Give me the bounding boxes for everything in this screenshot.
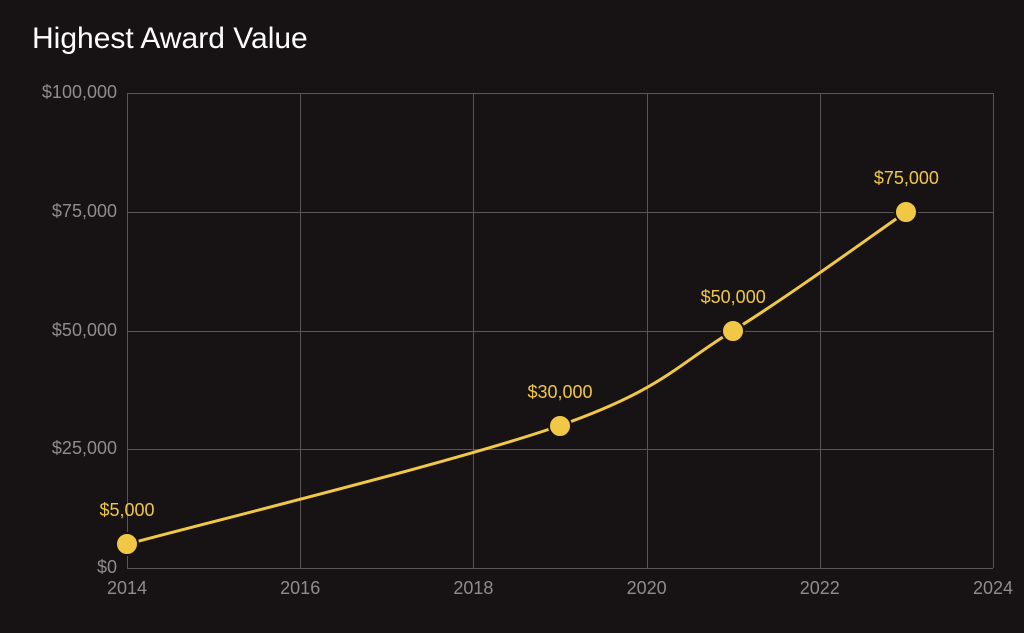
data-label: $30,000 [527, 382, 592, 403]
x-tick-label: 2024 [973, 578, 1013, 599]
x-tick-label: 2022 [800, 578, 840, 599]
x-tick-label: 2020 [627, 578, 667, 599]
data-marker [721, 319, 745, 343]
gridline-horizontal [127, 568, 993, 569]
data-label: $75,000 [874, 168, 939, 189]
chart-title: Highest Award Value [32, 22, 308, 56]
data-marker [894, 200, 918, 224]
y-tick-label: $25,000 [52, 438, 117, 459]
y-tick-label: $100,000 [42, 82, 117, 103]
data-label: $50,000 [701, 287, 766, 308]
plot-area [127, 93, 993, 568]
data-marker [115, 532, 139, 556]
chart-container: { "chart": { "type": "line", "title": "H… [0, 0, 1024, 633]
data-marker [548, 414, 572, 438]
y-tick-label: $50,000 [52, 320, 117, 341]
series-line [127, 93, 993, 568]
y-tick-label: $0 [97, 557, 117, 578]
x-tick-label: 2018 [453, 578, 493, 599]
gridline-vertical [993, 93, 994, 568]
x-tick-label: 2016 [280, 578, 320, 599]
x-tick-label: 2014 [107, 578, 147, 599]
y-tick-label: $75,000 [52, 201, 117, 222]
data-label: $5,000 [99, 500, 154, 521]
